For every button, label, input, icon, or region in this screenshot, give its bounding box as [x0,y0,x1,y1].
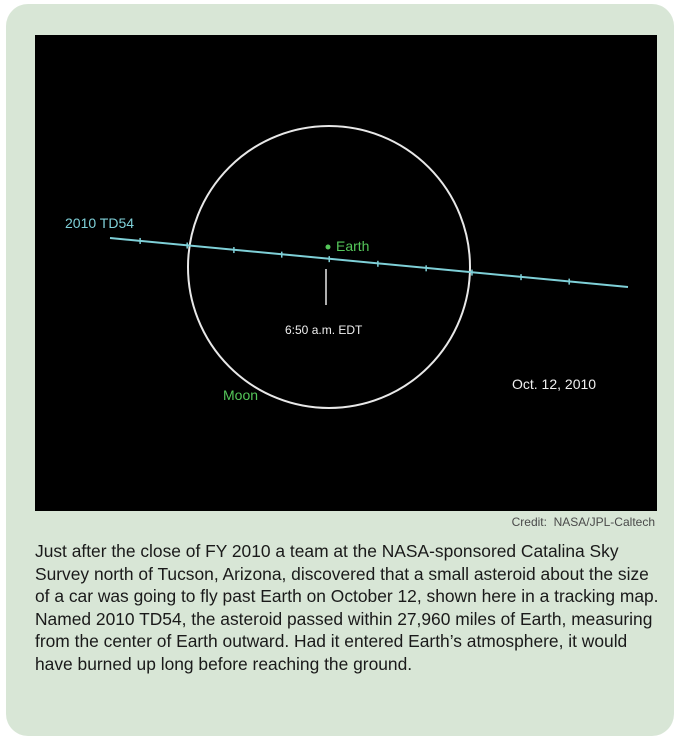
figure-caption: Just after the close of FY 2010 a team a… [35,541,659,674]
tracking-map-figure: 2010 TD54 Earth 6:50 a.m. EDT Moon Oct. … [35,35,657,511]
moon-label: Moon [223,387,258,403]
earth-label: Earth [336,238,369,254]
time-label: 6:50 a.m. EDT [285,323,363,337]
sidebar-panel: 2010 TD54 Earth 6:50 a.m. EDT Moon Oct. … [6,4,674,736]
trajectory-ticks [139,237,570,285]
date-label: Oct. 12, 2010 [512,376,596,392]
moon-orbit [187,125,471,409]
image-credit: Credit: NASA/JPL-Caltech [511,515,655,529]
asteroid-label: 2010 TD54 [65,215,134,231]
tracking-map: 2010 TD54 Earth 6:50 a.m. EDT Moon Oct. … [35,35,657,511]
earth-dot [325,244,331,250]
asteroid-trajectory [109,237,629,288]
space-background [35,35,657,511]
